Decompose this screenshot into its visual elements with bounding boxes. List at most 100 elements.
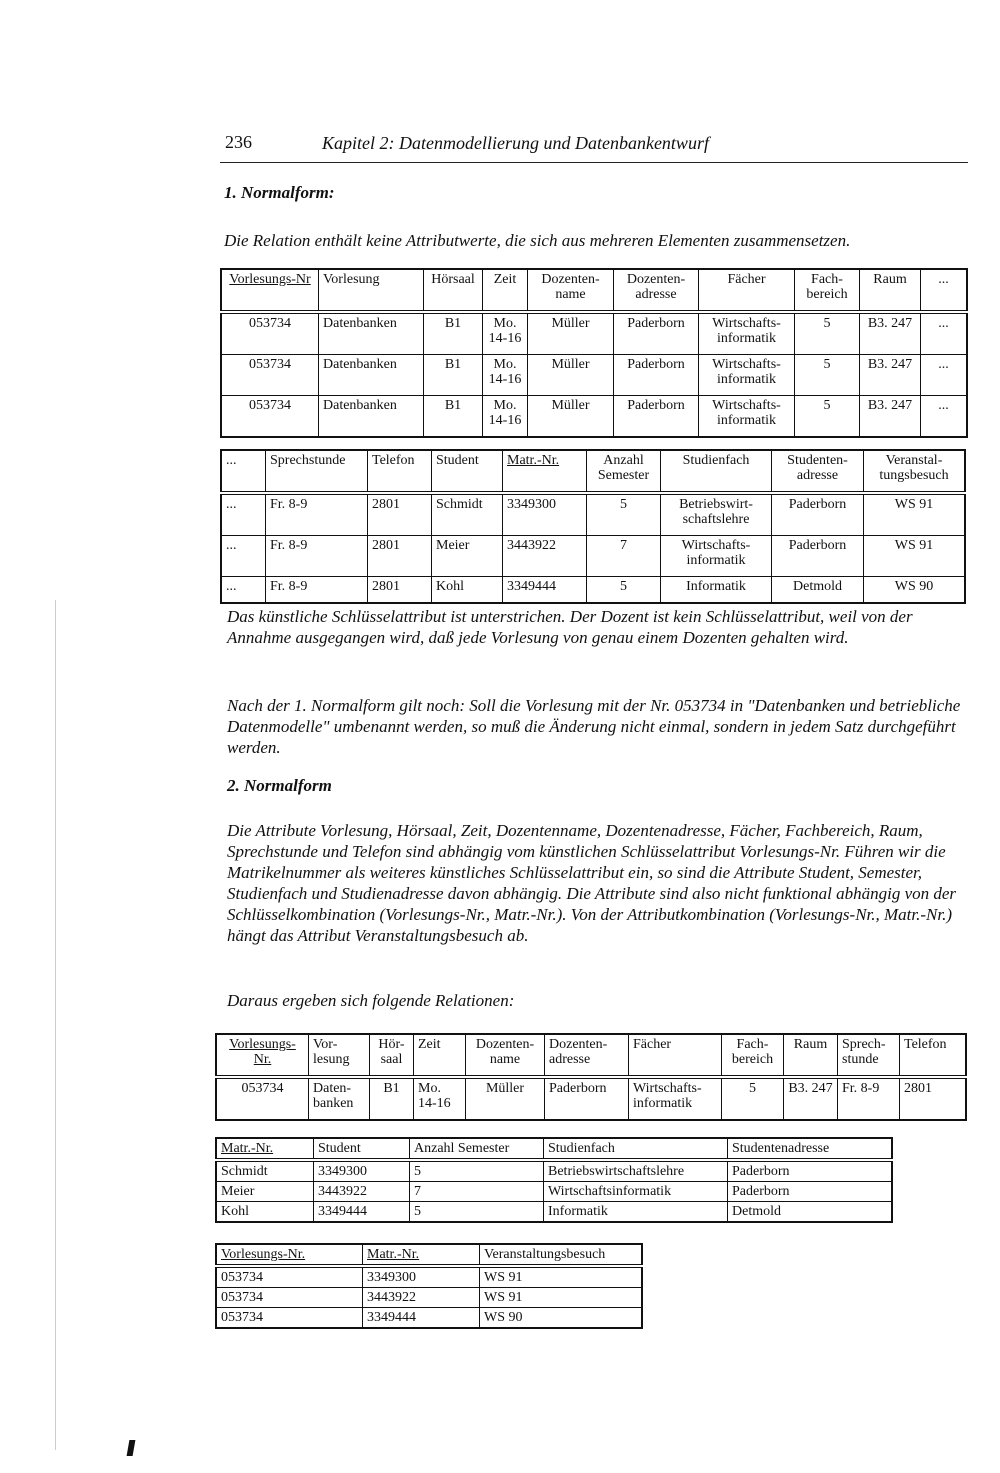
table-cell: 3349444 xyxy=(362,1307,480,1329)
table-1nf-part2: ... Sprechstunde Telefon Student Matr.-Nr. An… xyxy=(220,449,966,604)
table-cell: 7 xyxy=(409,1181,544,1202)
table-cell: Paderborn xyxy=(544,1076,629,1121)
column-header: Studienfach xyxy=(543,1137,728,1162)
table-cell: 3349300 xyxy=(313,1159,410,1182)
table-cell: 5 xyxy=(586,576,661,604)
table-2nf-veranstaltungsbesuch: Vorlesungs-Nr. Matr.-Nr. Veranstaltungsbes… xyxy=(215,1243,643,1329)
table-cell: Wirtschaftsinformatik xyxy=(543,1181,728,1202)
table-cell: Mo. 14-16 xyxy=(482,354,528,396)
table-cell: ... xyxy=(220,535,266,577)
column-header: Sprech-stunde xyxy=(837,1033,900,1079)
table-cell: 5 xyxy=(409,1201,544,1223)
column-header: Fach-bereich xyxy=(721,1033,784,1079)
table-cell: WS 91 xyxy=(863,535,966,577)
table-cell: 5 xyxy=(794,311,860,355)
table-cell: B3. 247 xyxy=(859,311,921,355)
table-cell: 3349444 xyxy=(502,576,587,604)
table-header-row: ... Sprechstunde Telefon Student Matr.-Nr. An… xyxy=(220,449,966,495)
column-header: Dozenten-adresse xyxy=(613,268,699,314)
column-header: Vor-lesung xyxy=(308,1033,370,1079)
table-cell: Paderborn xyxy=(613,395,699,438)
column-header: Telefon xyxy=(367,449,432,495)
table-row: 053734 Datenbanken B1 Mo. 14-16 Müller Paderb… xyxy=(220,311,968,355)
scan-artifact-mark xyxy=(126,1440,136,1456)
paragraph-1nf-anomaly: Nach der 1. Normalform gilt noch: Soll d… xyxy=(227,696,961,757)
table-cell: 053734 xyxy=(220,311,319,355)
column-header: Veranstal-tungsbesuch xyxy=(863,449,966,495)
table-cell: 053734 xyxy=(215,1265,363,1288)
table-cell: Paderborn xyxy=(613,311,699,355)
column-header: Raum xyxy=(783,1033,838,1079)
table-cell: ... xyxy=(920,354,968,396)
column-header: Dozenten-name xyxy=(527,268,614,314)
table-cell: 2801 xyxy=(367,576,432,604)
table-cell: Fr. 8-9 xyxy=(837,1076,900,1121)
column-header: Student xyxy=(431,449,503,495)
table-header-row: Vorlesungs-Nr. Matr.-Nr. Veranstaltungsbes… xyxy=(215,1243,643,1268)
table-cell: Paderborn xyxy=(727,1159,893,1182)
column-header: Hör-saal xyxy=(369,1033,414,1079)
column-header: Matr.-Nr. xyxy=(362,1243,480,1268)
column-header: Vorlesung xyxy=(318,268,424,314)
column-header: Vorlesungs-Nr. xyxy=(215,1243,363,1268)
table-cell: Betriebswirtschaftslehre xyxy=(543,1159,728,1182)
column-header: Student xyxy=(313,1137,410,1162)
column-header: Studentenadresse xyxy=(727,1137,893,1162)
table-cell: 2801 xyxy=(899,1076,967,1121)
table-cell: 3443922 xyxy=(362,1287,480,1308)
table-cell: 053734 xyxy=(215,1076,309,1121)
table-cell: Paderborn xyxy=(771,492,864,536)
table-cell: Informatik xyxy=(660,576,772,604)
table-cell: WS 90 xyxy=(479,1307,643,1329)
table-cell: 053734 xyxy=(220,354,319,396)
table-cell: Schmidt xyxy=(431,492,503,536)
table-cell: ... xyxy=(220,576,266,604)
table-cell: B1 xyxy=(423,354,483,396)
paragraph-key-note: Das künstliche Schlüsselattribut ist unt… xyxy=(227,607,913,647)
table-cell: 053734 xyxy=(220,395,319,438)
table-row: ... Fr. 8-9 2801 Meier 3443922 7 Wirtschafts-i… xyxy=(220,535,966,577)
table-cell: Mo. 14-16 xyxy=(482,311,528,355)
table-row: 053734 Datenbanken B1 Mo. 14-16 Müller Paderb… xyxy=(220,395,968,438)
table-cell: Müller xyxy=(465,1076,545,1121)
table-cell: B1 xyxy=(369,1076,414,1121)
table-cell: Detmold xyxy=(727,1201,893,1223)
section-heading-1nf: 1. Normalform: xyxy=(224,183,335,202)
column-header: Anzahl Semester xyxy=(586,449,661,495)
table-cell: B3. 247 xyxy=(859,395,921,438)
table-cell: 7 xyxy=(586,535,661,577)
table-cell: Wirtschafts-informatik xyxy=(698,354,795,396)
table-cell: ... xyxy=(920,311,968,355)
column-header: Zeit xyxy=(482,268,528,314)
table-cell: Fr. 8-9 xyxy=(265,535,368,577)
table-row: ... Fr. 8-9 2801 Schmidt 3349300 5 Betriebswir… xyxy=(220,492,966,536)
column-header: Matr.-Nr. xyxy=(215,1137,314,1162)
table-cell: WS 91 xyxy=(863,492,966,536)
table-cell: Datenbanken xyxy=(318,311,424,355)
table-cell: Müller xyxy=(527,395,614,438)
table-cell: 3349300 xyxy=(502,492,587,536)
table-cell: 2801 xyxy=(367,492,432,536)
table-cell: 5 xyxy=(794,354,860,396)
table-cell: 5 xyxy=(794,395,860,438)
table-cell: Müller xyxy=(527,311,614,355)
table-cell: Wirtschafts-informatik xyxy=(698,395,795,438)
table-row: 053734 Datenbanken B1 Mo. 14-16 Müller Paderb… xyxy=(220,354,968,396)
table-1nf-part1: Vorlesungs-Nr Vorlesung Hörsaal Zeit Dozente… xyxy=(220,268,968,438)
table-cell: Meier xyxy=(215,1181,314,1202)
table-cell: Daten-banken xyxy=(308,1076,370,1121)
section-1nf-intro: Die Relation enthält keine Attributwerte… xyxy=(224,231,851,250)
table-cell: 3349300 xyxy=(362,1265,480,1288)
table-cell: ... xyxy=(920,395,968,438)
table-cell: Informatik xyxy=(543,1201,728,1223)
table-row: 053734 Daten-banken B1 Mo. 14-16 Müller Pader… xyxy=(215,1076,967,1121)
table-cell: 053734 xyxy=(215,1287,363,1308)
table-header-row: Matr.-Nr. Student Anzahl Semester Studienfa… xyxy=(215,1137,893,1162)
table-cell: WS 91 xyxy=(479,1287,643,1308)
column-header: Fächer xyxy=(628,1033,722,1079)
column-header: Studienfach xyxy=(660,449,772,495)
column-header: Telefon xyxy=(899,1033,967,1079)
column-header: Zeit xyxy=(413,1033,466,1079)
table-cell: Fr. 8-9 xyxy=(265,576,368,604)
column-header: Hörsaal xyxy=(423,268,483,314)
